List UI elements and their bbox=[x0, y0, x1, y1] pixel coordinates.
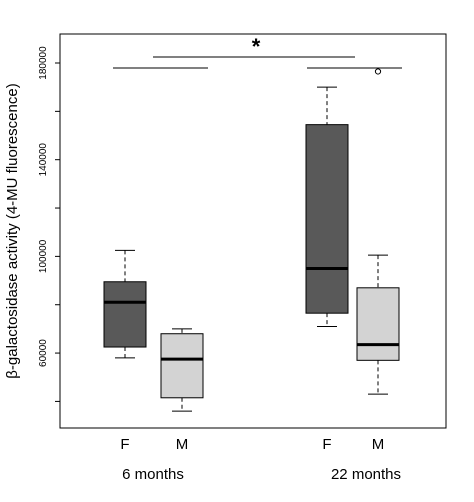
x-category-label: M bbox=[372, 436, 385, 453]
y-axis-label: β-galactosidase activity (4-MU fluoresce… bbox=[4, 83, 21, 378]
x-category-label: F bbox=[322, 436, 331, 453]
box-iqr bbox=[103, 281, 147, 348]
x-category-label: M bbox=[176, 436, 189, 453]
y-tick-label: 180000 bbox=[38, 46, 49, 80]
x-group-label: 6 months bbox=[122, 466, 184, 483]
box-22-months-M bbox=[356, 68, 400, 395]
box-iqr bbox=[356, 287, 400, 361]
outlier-point bbox=[374, 68, 382, 75]
boxes-layer bbox=[103, 68, 400, 412]
y-axis: 60000 100000 140000 180000 bbox=[38, 46, 60, 402]
y-tick-label: 100000 bbox=[38, 239, 49, 273]
box-iqr bbox=[160, 333, 204, 399]
plot-frame bbox=[59, 33, 447, 429]
box-iqr bbox=[305, 124, 349, 314]
y-tick-label: 60000 bbox=[38, 339, 49, 367]
box-6-months-F bbox=[103, 249, 147, 359]
x-category-label: F bbox=[120, 436, 129, 453]
x-axis-labels: F M F M 6 months 22 months bbox=[120, 436, 401, 483]
y-tick-label: 140000 bbox=[38, 143, 49, 177]
x-group-label: 22 months bbox=[331, 466, 401, 483]
significance-star: * bbox=[252, 34, 261, 59]
box-22-months-F bbox=[305, 86, 349, 327]
box-6-months-M bbox=[160, 328, 204, 412]
significance-bracket: * bbox=[113, 34, 402, 69]
